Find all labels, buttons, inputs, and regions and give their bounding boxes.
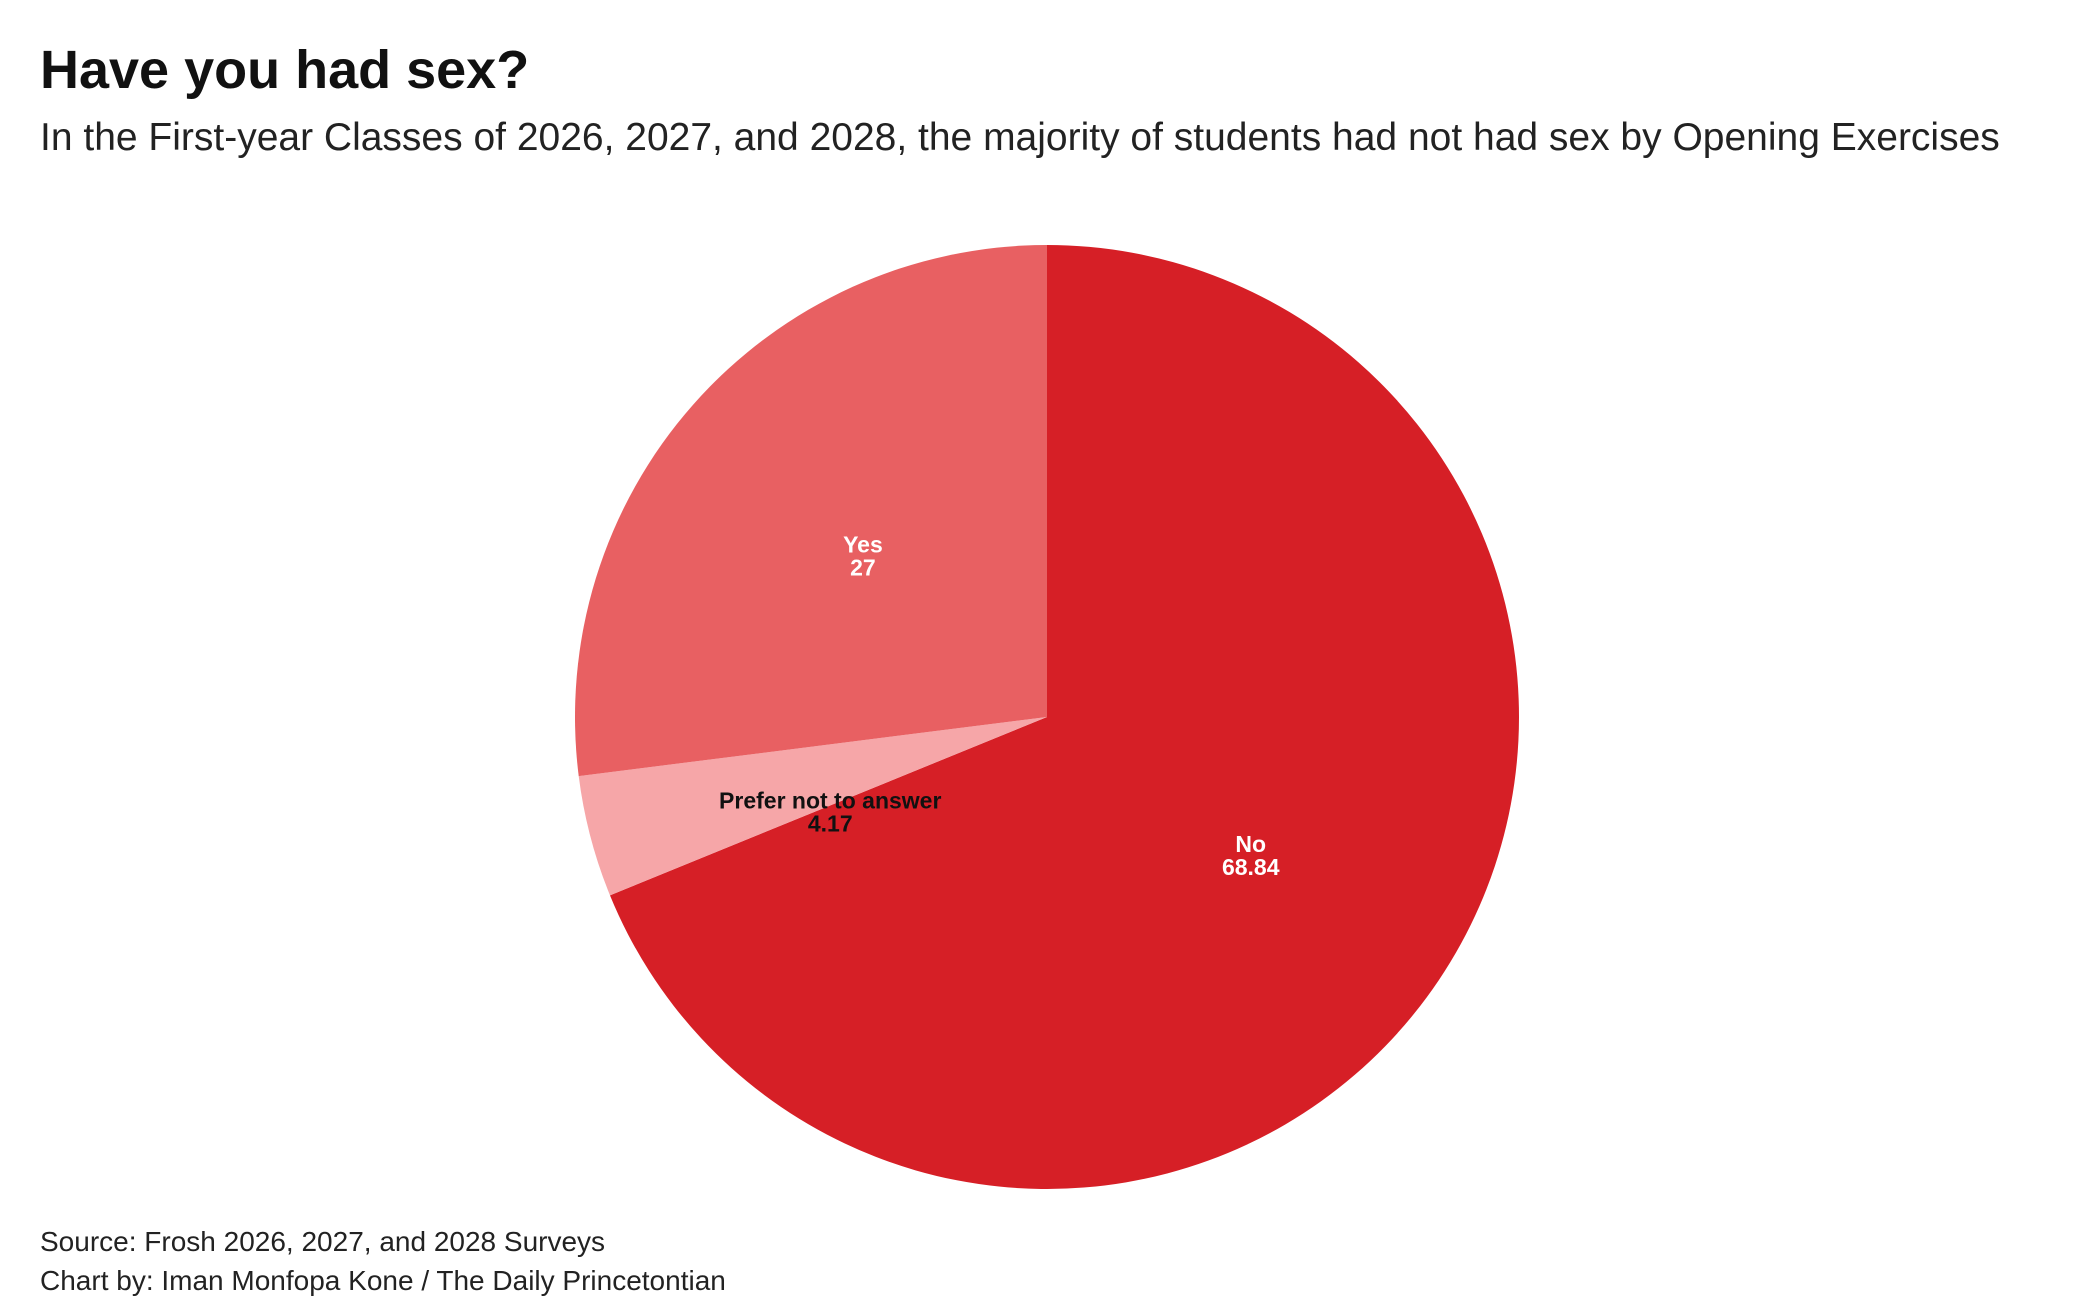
pie-slice-prefer-not-to-answer [578, 717, 1047, 896]
source-note: Source: Frosh 2026, 2027, and 2028 Surve… [40, 1226, 606, 1257]
pie-slice-no [609, 245, 1520, 1189]
slice-label-yes: Yes [843, 532, 883, 558]
slice-value-yes: 27 [850, 555, 876, 581]
slice-label-no: No [1235, 831, 1266, 857]
pie-slice-yes [575, 245, 1047, 777]
pie-slices [575, 245, 1520, 1189]
slice-value-no: 68.84 [1222, 854, 1280, 880]
slice-label-prefer-not-to-answer: Prefer not to answer [719, 787, 941, 813]
credit-note: Chart by: Iman Monfopa Kone / The Daily … [40, 1265, 726, 1296]
chart-title: Have you had sex? [40, 40, 530, 100]
slice-value-prefer-not-to-answer: 4.17 [808, 810, 853, 836]
chart-footer: Source: Frosh 2026, 2027, and 2028 Surve… [40, 1222, 726, 1300]
chart-subtitle: In the First-year Classes of 2026, 2027,… [40, 116, 2000, 159]
